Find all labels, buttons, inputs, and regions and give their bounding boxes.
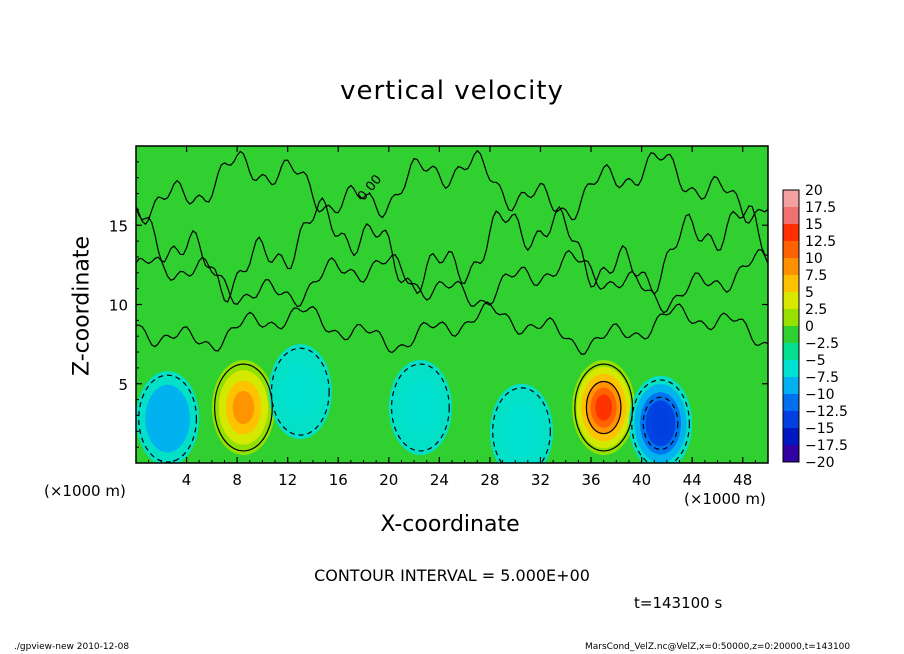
feature-fill bbox=[402, 380, 439, 435]
colorbar-swatch bbox=[783, 377, 799, 394]
feature-fill bbox=[651, 408, 670, 438]
velocity-feature bbox=[268, 344, 332, 440]
feature-contour bbox=[574, 363, 634, 452]
feature-contour bbox=[631, 379, 690, 463]
colorbar-swatch bbox=[783, 343, 799, 360]
colorbar-label: −10 bbox=[805, 387, 835, 403]
velocity-feature bbox=[628, 375, 693, 463]
colorbar-swatch bbox=[783, 445, 799, 462]
x-tick-label: 36 bbox=[581, 471, 600, 489]
y-tick-label: 5 bbox=[118, 376, 128, 394]
x-tick-label: 20 bbox=[379, 471, 398, 489]
zero-contour bbox=[136, 149, 768, 226]
feature-fill bbox=[503, 404, 540, 459]
zero-contour bbox=[136, 249, 768, 314]
footer-source: MarsCond_VelZ.nc@VelZ,x=0:50000,z=0:2000… bbox=[585, 642, 851, 652]
x-tick-label: 44 bbox=[683, 471, 702, 489]
colorbar-swatch bbox=[783, 428, 799, 445]
colorbar-swatch bbox=[783, 224, 799, 241]
colorbar-label: 12.5 bbox=[805, 234, 836, 250]
chart-title: vertical velocity bbox=[340, 76, 564, 106]
colorbar-swatch bbox=[783, 190, 799, 207]
colorbar-label: −17.5 bbox=[805, 438, 848, 454]
y-tick-label: 10 bbox=[109, 297, 128, 315]
x-tick-label: 24 bbox=[430, 471, 449, 489]
colorbar-label: 20 bbox=[805, 183, 823, 199]
colorbar-swatch bbox=[783, 394, 799, 411]
colorbar-label: −20 bbox=[805, 455, 835, 471]
colorbar-swatch bbox=[783, 411, 799, 428]
velocity-feature bbox=[489, 383, 554, 463]
colorbar-swatch bbox=[783, 207, 799, 224]
colorbar-label: 2.5 bbox=[805, 302, 827, 318]
velocity-feature bbox=[572, 359, 636, 456]
x-tick-label: 4 bbox=[182, 471, 192, 489]
colorbar-label: −15 bbox=[805, 421, 835, 437]
contour-interval-text: CONTOUR INTERVAL = 5.000E+00 bbox=[314, 566, 590, 585]
colorbar-swatch bbox=[783, 309, 799, 326]
colorbar-label: −2.5 bbox=[805, 336, 839, 352]
colorbar-label: 5 bbox=[805, 285, 814, 301]
feature-fill bbox=[154, 398, 181, 439]
colorbar-label: 10 bbox=[805, 251, 823, 267]
time-label: t=143100 s bbox=[634, 594, 723, 612]
velocity-feature bbox=[136, 371, 200, 463]
x-tick-label: 32 bbox=[531, 471, 550, 489]
feature-fill bbox=[282, 364, 319, 419]
x-tick-label: 40 bbox=[632, 471, 651, 489]
feature-contour-inner bbox=[585, 380, 622, 435]
feature-contour bbox=[270, 347, 330, 436]
colorbar-label: −12.5 bbox=[805, 404, 848, 420]
colorbar-frame bbox=[782, 189, 800, 463]
colorbar-swatch bbox=[783, 258, 799, 275]
colorbar-swatch bbox=[783, 360, 799, 377]
velocity-feature bbox=[388, 359, 452, 456]
x-tick-label: 48 bbox=[733, 471, 752, 489]
colorbar-label: 15 bbox=[805, 217, 823, 233]
y-tick-label: 15 bbox=[109, 217, 128, 235]
feature-fill bbox=[232, 390, 255, 425]
x-unit-left: (×1000 m) bbox=[44, 482, 126, 500]
colorbar-swatch bbox=[783, 292, 799, 309]
feature-contour-inner bbox=[642, 396, 679, 451]
colorbar-label: −5 bbox=[805, 353, 826, 369]
colorbar-swatch bbox=[783, 326, 799, 343]
zero-contour bbox=[136, 196, 768, 303]
x-tick-label: 16 bbox=[329, 471, 348, 489]
feature-contour bbox=[214, 363, 273, 452]
footer-program-date: ./gpview-new 2010-12-08 bbox=[14, 642, 130, 652]
colorbar-swatch bbox=[783, 241, 799, 258]
feature-contour bbox=[390, 363, 450, 452]
x-unit-right: (×1000 m) bbox=[684, 490, 766, 508]
zero-contour bbox=[136, 301, 768, 355]
colorbar-label: 7.5 bbox=[805, 268, 827, 284]
x-tick-label: 12 bbox=[278, 471, 297, 489]
feature-contour bbox=[492, 387, 551, 463]
feature-contour bbox=[138, 374, 198, 463]
x-tick-label: 28 bbox=[480, 471, 499, 489]
colorbar-swatch bbox=[783, 275, 799, 292]
colorbar-label: 0 bbox=[805, 319, 814, 335]
velocity-feature bbox=[211, 359, 276, 456]
feature-fill bbox=[595, 394, 613, 421]
y-axis-label: Z-coordinate bbox=[69, 236, 95, 376]
x-axis-label: X-coordinate bbox=[380, 512, 520, 537]
colorbar-label: 17.5 bbox=[805, 200, 836, 216]
x-tick-label: 8 bbox=[232, 471, 242, 489]
colorbar-label: −7.5 bbox=[805, 370, 839, 386]
